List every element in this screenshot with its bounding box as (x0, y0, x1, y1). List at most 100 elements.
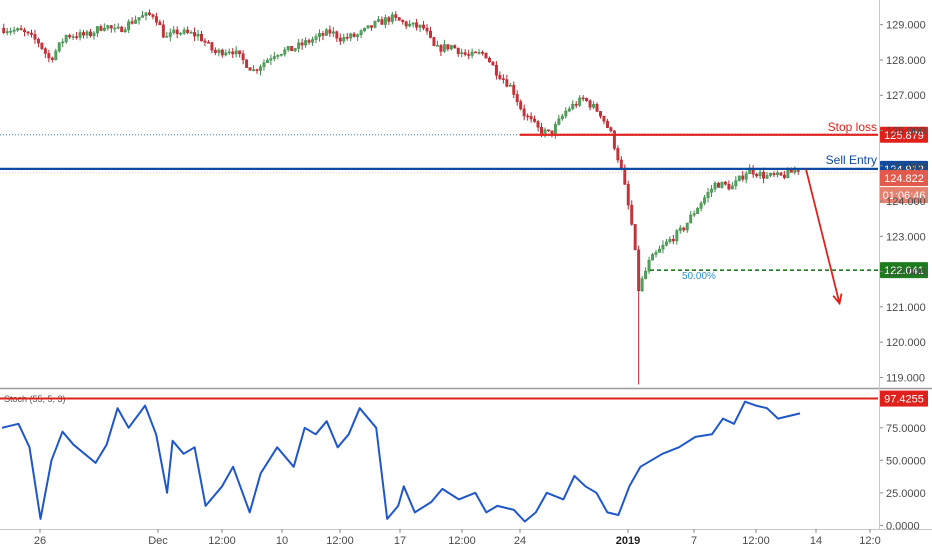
candle-body (498, 75, 502, 79)
time-tick-label: 12:00 (742, 535, 770, 547)
candle-body (623, 167, 627, 185)
price-tick-label: 122.000 (886, 267, 926, 279)
candle-body (637, 249, 641, 291)
candle-body (765, 175, 769, 179)
candle-body (279, 53, 283, 56)
candle-body (276, 55, 280, 57)
candle-body (231, 51, 235, 55)
candle-body (314, 36, 318, 40)
candle-body (245, 59, 249, 68)
candle-body (460, 52, 464, 54)
candle-body (422, 24, 426, 29)
price-badge-text: 122.041 (884, 265, 924, 277)
candle-body (23, 29, 27, 33)
price-tick-label: 127.000 (886, 90, 926, 102)
candle-body (54, 50, 58, 60)
candle-body (290, 46, 294, 52)
time-tick-label: 10 (276, 535, 288, 547)
candle-body (297, 42, 301, 49)
price-tick-label: 119.000 (886, 372, 925, 384)
candle-body (557, 118, 561, 125)
candle-body (782, 174, 786, 178)
time-tick-label: 24 (514, 535, 526, 547)
candle-body (30, 32, 33, 35)
candle-body (387, 17, 391, 22)
candle-body (158, 21, 162, 26)
candle-body (5, 31, 9, 33)
candle-body (255, 69, 259, 71)
candle-body (50, 57, 54, 60)
candle-body (349, 33, 353, 39)
candle-body (605, 120, 609, 128)
candle-body (92, 32, 96, 37)
candle-body (259, 66, 262, 71)
candle-body (238, 50, 242, 55)
candle-body (616, 148, 620, 161)
candle-body (786, 169, 790, 178)
stoch-tick-label: 0.0000 (886, 520, 920, 532)
candle-body (16, 28, 20, 31)
candle-body (57, 42, 61, 52)
candle-body (501, 78, 505, 80)
stochastic-line (1, 400, 801, 523)
candle-body (272, 56, 276, 59)
candle-body (193, 32, 197, 37)
candle-body (435, 45, 439, 47)
candle-body (12, 29, 16, 32)
candle-body (331, 31, 335, 34)
candle-body (491, 61, 495, 66)
candle-body (109, 25, 113, 29)
candle-body (449, 45, 453, 50)
time-tick-label: 14 (810, 535, 822, 547)
price-tick-label: 129.000 (886, 20, 926, 32)
candle-body (567, 108, 571, 112)
sell-entry-label: Sell Entry (826, 153, 877, 167)
axes: 129.000 128.000 127.000 126.000 125.000 124.0… (34, 20, 926, 547)
candle-body (64, 35, 68, 43)
candle-body (411, 22, 415, 25)
sell-arrow-head (832, 293, 843, 306)
candle-body (595, 104, 599, 112)
candle-body (206, 42, 210, 44)
candle-body (19, 28, 23, 31)
candle-body (626, 184, 630, 206)
fibonacci-50-label: 50.00% (682, 271, 716, 282)
candle-body (522, 108, 526, 117)
candle-body (439, 45, 443, 52)
candle-body (265, 59, 269, 63)
candle-body (488, 57, 491, 63)
candle-body (526, 115, 530, 118)
price-tick-label: 121.000 (886, 302, 926, 314)
candle-body (161, 24, 165, 38)
candle-body (592, 104, 596, 108)
candle-body (165, 36, 169, 38)
candle-body (713, 182, 717, 190)
candle-body (71, 36, 75, 38)
candle-body (383, 17, 387, 25)
candle-body (182, 29, 186, 34)
time-tick-label: 7 (691, 535, 697, 547)
candle-body (106, 25, 110, 29)
candle-body (68, 35, 72, 38)
candle-body (671, 238, 675, 242)
candle-body (675, 230, 679, 242)
candle-body (366, 25, 370, 29)
countdown-text: 01:06:46 (883, 190, 926, 202)
current-price-text: 124.822 (884, 173, 924, 185)
sell-arrow-line (805, 169, 841, 304)
candle-body (9, 30, 13, 33)
price-badge-text: 125.879 (884, 130, 924, 142)
candle-body (120, 26, 124, 33)
candle-body (130, 21, 134, 24)
candle-body (599, 111, 602, 117)
candle-body (113, 27, 117, 30)
candle-body (481, 52, 484, 54)
candle-body (703, 197, 707, 204)
candle-body (262, 62, 266, 68)
price-tick-label: 123.000 (886, 231, 926, 243)
candle-body (789, 169, 793, 173)
candle-body (144, 12, 148, 16)
candle-body (442, 44, 446, 52)
candle-body (61, 41, 65, 44)
candle-body (210, 42, 214, 51)
